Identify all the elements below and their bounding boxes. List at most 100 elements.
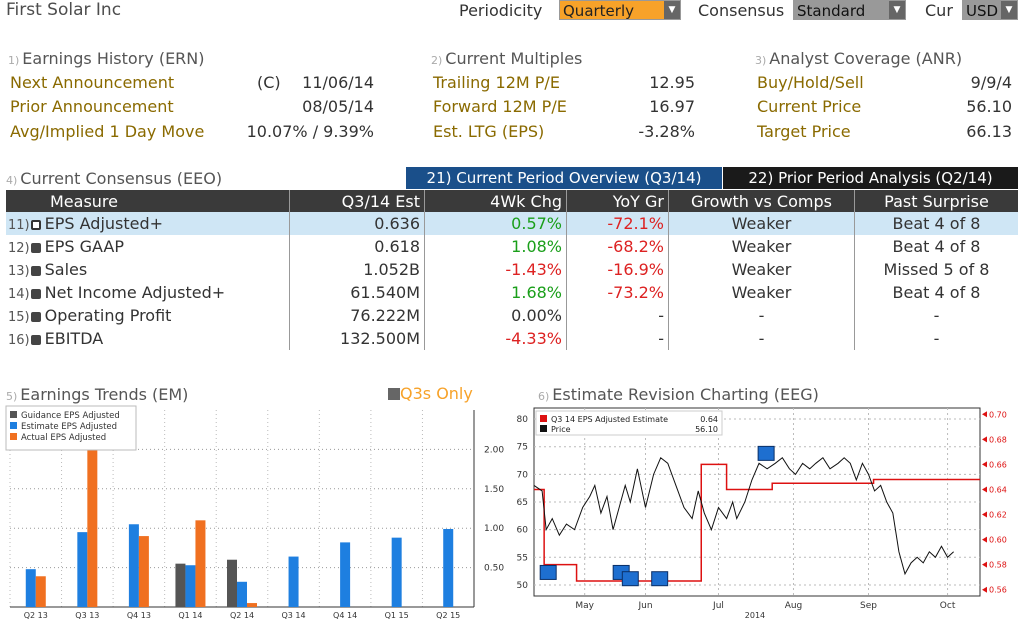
target-price-value: 66.13 xyxy=(966,122,1012,141)
right-tick-label: 0.58 xyxy=(989,561,1007,570)
column-header-estimate[interactable]: Q3/14 Est xyxy=(289,190,425,212)
revision-marker-icon[interactable] xyxy=(621,571,639,587)
estimate-revision-header[interactable]: 6) Estimate Revision Charting (EEG) xyxy=(538,385,819,404)
row-number: 16) xyxy=(8,333,30,348)
left-tick-label: 50 xyxy=(517,581,529,591)
measure-label: EPS Adjusted+ xyxy=(44,214,164,233)
column-header-measure[interactable]: Measure xyxy=(6,190,290,212)
estimate-line xyxy=(534,463,980,582)
bar-actual-eps-adjusted xyxy=(247,603,257,607)
chevron-down-icon: ▼ xyxy=(1001,1,1017,19)
measure-cell[interactable]: 14) Net Income Adjusted+ xyxy=(6,281,290,304)
x-tick-label: Oct xyxy=(940,601,956,611)
earnings-history-header[interactable]: 1) Earnings History (ERN) xyxy=(8,49,205,68)
current-consensus-header[interactable]: 4) Current Consensus (EEO) xyxy=(6,169,222,188)
left-tick-label: 60 xyxy=(517,526,529,536)
revision-marker-icon[interactable] xyxy=(539,564,557,580)
x-tick-label: Jun xyxy=(637,601,652,611)
right-tick-marker xyxy=(982,486,987,493)
est-ltg-value: -3.28% xyxy=(638,122,695,141)
section-number: 4) xyxy=(6,174,18,187)
growth-vs-comps-cell: Weaker xyxy=(668,212,855,235)
growth-vs-comps-cell: Weaker xyxy=(668,281,855,304)
right-tick-label: 0.70 xyxy=(989,410,1007,419)
left-tick-label: 80 xyxy=(517,415,529,425)
q3s-only-toggle[interactable]: Q3s Only xyxy=(388,384,473,403)
4wk-chg-cell: 0.00% xyxy=(424,304,567,327)
section-title: Current Multiples xyxy=(445,49,583,68)
table-row[interactable]: 11) EPS Adjusted+ 0.636 0.57% -72.1% Weaker Be… xyxy=(6,212,1018,235)
radio-icon xyxy=(30,289,41,299)
x-tick-label: Q2 15 xyxy=(436,611,460,620)
revision-marker-icon[interactable] xyxy=(651,571,669,587)
table-row[interactable]: 12) EPS GAAP 0.618 1.08% -68.2% Weaker Beat 4 … xyxy=(6,235,1018,258)
column-header-4wk-chg[interactable]: 4Wk Chg xyxy=(424,190,567,212)
column-header-yoy-gr[interactable]: YoY Gr xyxy=(566,190,669,212)
x-tick-label: Q3 13 xyxy=(75,611,99,620)
table-row[interactable]: 16) EBITDA 132.500M -4.33% - - - xyxy=(6,327,1018,350)
yoy-gr-cell: - xyxy=(566,304,669,327)
measure-cell[interactable]: 12) EPS GAAP xyxy=(6,235,290,258)
tab-prior-period-analysis[interactable]: 22) Prior Period Analysis (Q2/14) xyxy=(723,167,1018,189)
left-tick-label: 55 xyxy=(517,553,528,563)
right-tick-label: 0.60 xyxy=(989,536,1007,545)
y-tick-label: 1.00 xyxy=(484,524,504,534)
right-tick-marker xyxy=(982,411,987,418)
column-header-growth-vs-comps[interactable]: Growth vs Comps xyxy=(668,190,855,212)
measure-cell[interactable]: 13) Sales xyxy=(6,258,290,281)
column-header-past-surprise[interactable]: Past Surprise xyxy=(854,190,1018,212)
section-number: 1) xyxy=(8,54,20,67)
table-row[interactable]: 15) Operating Profit 76.222M 0.00% - - - xyxy=(6,304,1018,327)
estimate-cell: 0.636 xyxy=(289,212,425,235)
current-multiples-header[interactable]: 2) Current Multiples xyxy=(431,49,582,68)
growth-vs-comps-cell: - xyxy=(668,304,855,327)
growth-vs-comps-cell: Weaker xyxy=(668,235,855,258)
section-title: Earnings History (ERN) xyxy=(22,49,205,68)
x-tick-label: Sep xyxy=(860,601,877,611)
4wk-chg-cell: 0.57% xyxy=(424,212,567,235)
left-tick-label: 65 xyxy=(517,498,528,508)
current-price-label: Current Price xyxy=(757,97,862,116)
x-tick-label: Q3 14 xyxy=(282,611,306,620)
bar-estimate-eps-adjusted xyxy=(288,556,299,607)
radio-icon xyxy=(30,266,41,276)
bar-estimate-eps-adjusted xyxy=(77,532,88,607)
periodicity-dropdown[interactable]: Quarterly ▼ xyxy=(559,0,681,20)
right-tick-label: 0.56 xyxy=(989,586,1007,595)
measure-label: Sales xyxy=(44,260,88,279)
measure-label: Operating Profit xyxy=(44,306,172,325)
estimate-revision-chart: 50 55 60 65 70 75 80 0.56 0.58 0.60 0.62 0.64 0.66 0.… xyxy=(517,407,1007,620)
past-surprise-cell: - xyxy=(933,306,940,325)
4wk-chg-cell: 1.08% xyxy=(424,235,567,258)
radio-icon xyxy=(30,220,41,230)
measure-cell[interactable]: 16) EBITDA xyxy=(6,327,290,350)
measure-label: Net Income Adjusted+ xyxy=(44,283,226,302)
currency-dropdown[interactable]: USD ▼ xyxy=(962,0,1018,20)
revision-marker-icon[interactable] xyxy=(757,445,775,461)
4wk-chg-cell: -1.43% xyxy=(424,258,567,281)
table-row[interactable]: 14) Net Income Adjusted+ 61.540M 1.68% -73.2… xyxy=(6,281,1018,304)
measure-cell[interactable]: 15) Operating Profit xyxy=(6,304,290,327)
prior-announcement-value: 08/05/14 xyxy=(302,97,374,116)
right-tick-marker xyxy=(982,436,987,443)
measure-cell[interactable]: 11) EPS Adjusted+ xyxy=(6,212,290,235)
x-tick-label: May xyxy=(575,601,594,611)
x-tick-label: Q2 13 xyxy=(24,611,48,620)
currency-label: Cur xyxy=(925,1,953,20)
past-surprise-cell: Beat 4 of 8 xyxy=(892,237,981,256)
legend-swatch xyxy=(10,422,17,429)
earnings-trends-header[interactable]: 5) Earnings Trends (EM) xyxy=(6,385,188,404)
measure-label: EPS GAAP xyxy=(44,237,125,256)
table-row[interactable]: 13) Sales 1.052B -1.43% -16.9% Weaker Missed 5… xyxy=(6,258,1018,281)
periodicity-value: Quarterly xyxy=(563,2,634,20)
price-line xyxy=(533,456,954,576)
consensus-dropdown[interactable]: Standard ▼ xyxy=(793,0,906,20)
forward-pe-label: Forward 12M P/E xyxy=(433,97,567,116)
legend-swatch xyxy=(10,433,17,440)
tab-current-period-overview[interactable]: 21) Current Period Overview (Q3/14) xyxy=(406,167,722,189)
analyst-coverage-header[interactable]: 3) Analyst Coverage (ANR) xyxy=(755,49,962,68)
past-surprise-cell: Beat 4 of 8 xyxy=(854,212,1018,235)
table-header-row: Measure Q3/14 Est 4Wk Chg YoY Gr Growth … xyxy=(6,190,1018,212)
bar-actual-eps-adjusted xyxy=(195,520,206,607)
